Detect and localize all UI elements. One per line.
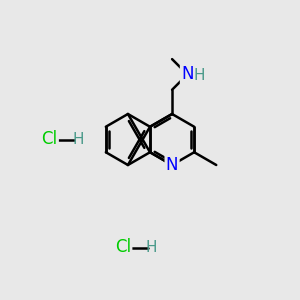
Text: N: N xyxy=(181,65,194,83)
Text: Cl: Cl xyxy=(115,238,131,256)
Text: N: N xyxy=(166,156,178,174)
Text: H: H xyxy=(146,240,157,255)
Text: H: H xyxy=(72,132,84,147)
Text: Cl: Cl xyxy=(41,130,58,148)
Text: H: H xyxy=(193,68,205,83)
